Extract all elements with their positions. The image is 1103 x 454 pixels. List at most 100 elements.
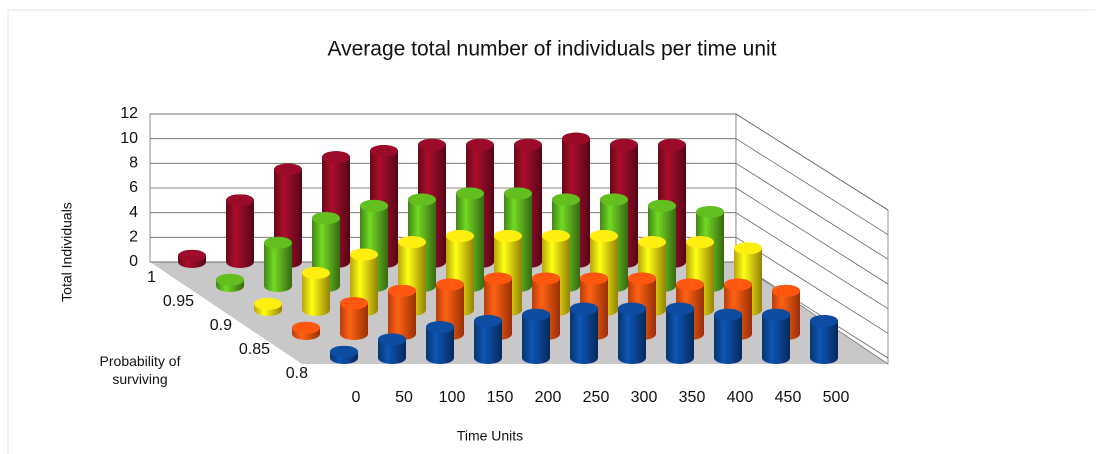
bar xyxy=(570,302,598,364)
bar-top xyxy=(474,315,502,327)
bar-top xyxy=(600,193,628,206)
bar xyxy=(666,302,694,364)
bar-top xyxy=(264,236,292,249)
bar-top xyxy=(610,138,638,151)
grid-line-side xyxy=(735,212,889,310)
bar-top xyxy=(226,194,254,207)
bar-top xyxy=(638,236,666,249)
bar-top xyxy=(360,199,388,212)
y-tick-label: 12 xyxy=(120,105,138,122)
y-tick-label: 10 xyxy=(120,130,138,147)
bar-top xyxy=(292,321,320,334)
bar-top xyxy=(408,193,436,206)
depth-tick-label: 0.95 xyxy=(163,293,194,310)
x-axis-label: Time Units xyxy=(457,428,523,444)
x-tick-label: 350 xyxy=(679,389,706,406)
bar-top xyxy=(446,230,474,242)
bar-top xyxy=(302,267,330,279)
bar-top xyxy=(370,145,398,157)
x-tick-label: 150 xyxy=(487,389,514,406)
bar-top xyxy=(274,163,302,176)
bar-top xyxy=(570,302,598,315)
bar-top xyxy=(648,199,676,212)
bar-top xyxy=(618,302,646,315)
x-tick-label: 300 xyxy=(631,389,658,406)
bar-top xyxy=(772,284,800,297)
bar-top xyxy=(590,230,618,242)
chart-title: Average total number of individuals per … xyxy=(327,38,776,61)
depth-tick-label: 1 xyxy=(147,269,156,286)
bar xyxy=(810,315,838,364)
bar-top xyxy=(418,138,446,151)
bar-top xyxy=(388,284,416,297)
grid-line-side xyxy=(735,113,889,211)
bar-top xyxy=(330,345,358,358)
bar-top xyxy=(504,187,532,200)
x-tick-label: 50 xyxy=(395,389,413,406)
bar xyxy=(302,267,330,316)
bar-top xyxy=(494,230,522,242)
bar-top xyxy=(322,151,350,164)
bar-top xyxy=(514,138,542,151)
depth-tick-label: 0.8 xyxy=(286,365,308,382)
bar-top xyxy=(426,321,454,334)
bar-top xyxy=(696,206,724,218)
y-axis-label: Total Individuals xyxy=(59,202,75,302)
x-tick-label: 0 xyxy=(352,389,361,406)
y-tick-label: 2 xyxy=(129,229,138,246)
x-tick-label: 200 xyxy=(535,389,562,406)
bar-top xyxy=(676,278,704,291)
bar xyxy=(618,302,646,364)
bar-top xyxy=(178,249,206,262)
bar xyxy=(388,284,416,340)
bar xyxy=(762,308,790,364)
bar-top xyxy=(580,272,608,285)
x-tick-label: 450 xyxy=(775,389,802,406)
bar-top xyxy=(686,236,714,249)
y-tick-label: 0 xyxy=(129,253,138,270)
bar-top xyxy=(436,278,464,291)
grid-line-side xyxy=(735,138,889,236)
bar-top xyxy=(466,138,494,151)
bar-top xyxy=(666,302,694,315)
x-tick-label: 100 xyxy=(439,389,466,406)
bar-top xyxy=(542,230,570,242)
grid-line-side xyxy=(735,162,889,260)
bar-top xyxy=(312,212,340,225)
bar xyxy=(264,236,292,292)
x-tick-label: 500 xyxy=(823,389,850,406)
bar-top xyxy=(350,248,378,261)
bar-top xyxy=(762,308,790,321)
bar-top xyxy=(714,308,742,321)
bar-top xyxy=(628,272,656,285)
bar-top xyxy=(522,308,550,321)
depth-tick-label: 0.9 xyxy=(210,317,232,334)
bar-top xyxy=(378,333,406,346)
x-tick-label: 400 xyxy=(727,389,754,406)
bar-top xyxy=(724,278,752,291)
bar-top xyxy=(340,297,368,310)
y-tick-label: 4 xyxy=(129,204,138,221)
bar-top xyxy=(484,272,512,285)
bar-top xyxy=(456,187,484,200)
bar-top xyxy=(562,132,590,145)
grid-line-side xyxy=(735,187,889,285)
bar xyxy=(474,315,502,364)
bar xyxy=(522,308,550,364)
bar-top xyxy=(254,297,282,310)
bar-top xyxy=(552,193,580,206)
bar xyxy=(226,194,254,268)
bar-top xyxy=(532,272,560,285)
depth-axis-label: Probability of surviving xyxy=(99,353,181,387)
depth-tick-label: 0.85 xyxy=(239,341,270,358)
bar-top xyxy=(658,138,686,151)
bar-top xyxy=(216,273,244,286)
bar xyxy=(714,308,742,364)
x-tick-label: 250 xyxy=(583,389,610,406)
bar-top xyxy=(734,242,762,255)
bar-top xyxy=(398,236,426,249)
bar-top xyxy=(810,315,838,327)
y-tick-label: 8 xyxy=(129,155,138,172)
